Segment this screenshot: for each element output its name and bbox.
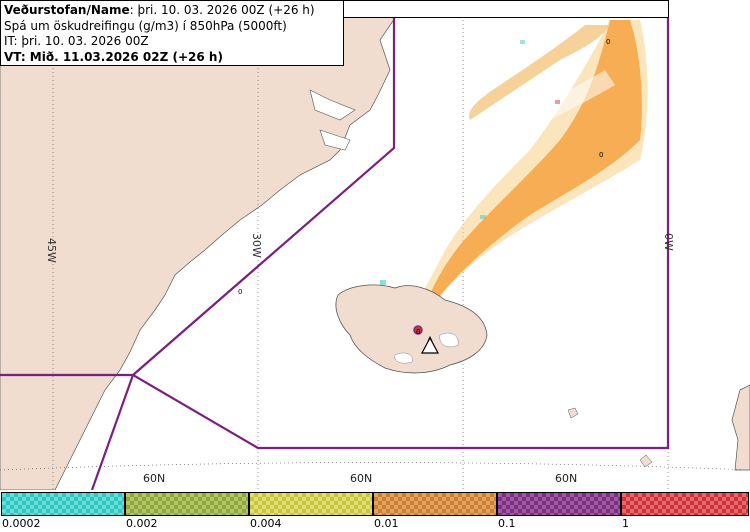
header-line-3: IT: þri. 10. 03. 2026 00Z [4, 34, 149, 48]
legend-swatch [125, 492, 249, 516]
concentration-legend: 0.0002 0.002 0.004 0.01 0.1 1 [0, 490, 750, 532]
contour-label: 0 [606, 38, 610, 46]
contour-label: 0 [599, 151, 603, 159]
volcano-marker-icon [421, 335, 439, 354]
latitude-label: 60N [350, 472, 373, 485]
eruption-point [413, 325, 423, 335]
forecast-info-box: Veðurstofan/Name: þri. 10. 03. 2026 00Z … [0, 0, 344, 66]
legend-swatch [373, 492, 497, 516]
contour-label: 0 [238, 288, 242, 296]
longitude-label: 0W [662, 233, 675, 251]
latitude-label: 60N [143, 472, 166, 485]
legend-swatch [621, 492, 749, 516]
legend-swatch [1, 492, 125, 516]
header-line-4: VT: Mið. 11.03.2026 02Z (+26 h) [4, 49, 223, 64]
iceland-land [335, 284, 488, 374]
longitude-label: 45W [45, 238, 58, 263]
header-line-1: Veðurstofan/Name: þri. 10. 03. 2026 00Z … [4, 3, 340, 19]
legend-value: 0.0002 [2, 517, 41, 530]
legend-value: 0.004 [250, 517, 282, 530]
legend-value: 0.002 [126, 517, 158, 530]
flight-info-region-boundary [0, 18, 670, 491]
ash-plume [360, 20, 648, 330]
header-line-2: Spá um öskudreifingu (g/m3) í 850hPa (50… [4, 18, 287, 33]
greenland-land [0, 0, 396, 491]
latitude-label: 60N [555, 472, 578, 485]
top-frame-strip [344, 0, 669, 18]
run-time: : þri. 10. 03. 2026 00Z (+26 h) [129, 3, 315, 17]
norway-coast [731, 384, 750, 471]
legend-value: 1 [622, 517, 629, 530]
legend-swatch [249, 492, 373, 516]
legend-swatch [497, 492, 621, 516]
longitude-label: 30W [250, 233, 263, 258]
legend-value: 0.01 [374, 517, 399, 530]
contour-label: 0 [416, 328, 420, 336]
legend-value: 0.1 [498, 517, 516, 530]
agency-name: Veðurstofan/Name [4, 3, 130, 17]
